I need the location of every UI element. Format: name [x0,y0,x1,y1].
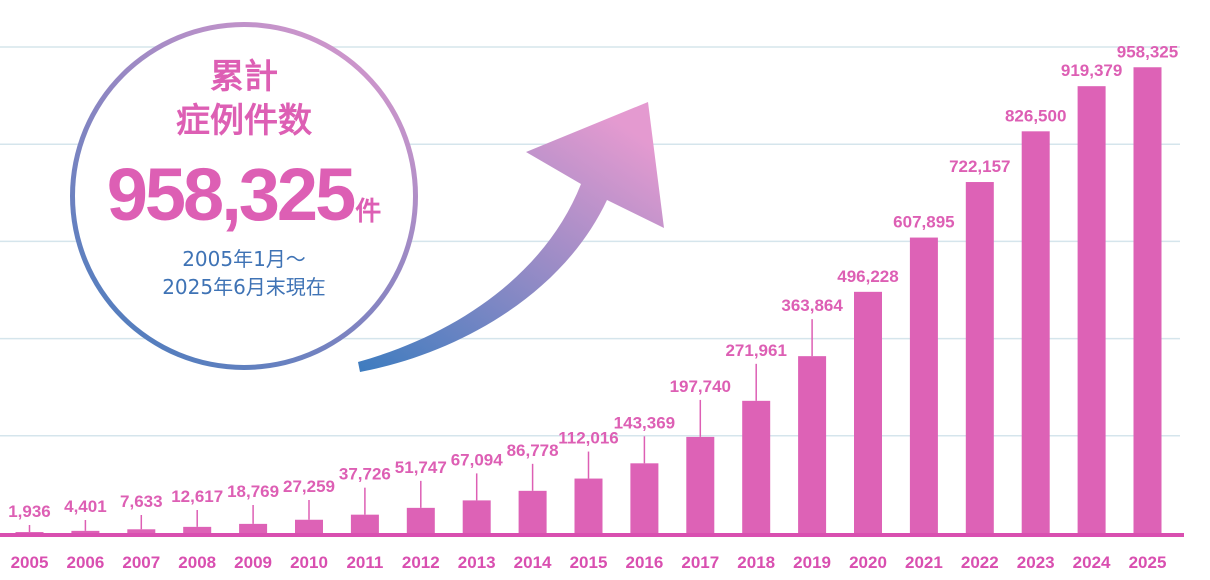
badge-title-line1: 累計 [210,57,278,97]
bar-2016 [630,463,659,533]
bar-2014 [518,490,547,533]
tick-2019: 2019 [793,553,831,572]
value-label-2013: 67,094 [451,450,504,469]
badge-period-line2: 2025年6月末現在 [162,275,326,299]
badge-title-line2: 症例件数 [176,101,312,141]
value-label-2009: 18,769 [227,482,279,501]
value-label-2011: 37,726 [339,465,391,484]
badge-total: 958,325件 [75,155,413,256]
tick-2017: 2017 [681,553,719,572]
tick-2010: 2010 [290,553,328,572]
tick-2006: 2006 [66,553,104,572]
bar-2021 [909,237,938,533]
tick-2009: 2009 [234,553,272,572]
bar-2012 [406,507,435,533]
bar-2023 [1021,131,1050,534]
bar-2015 [574,478,603,533]
badge-period-line1: 2005年1月～ [182,247,306,271]
bar-2006 [71,530,100,533]
value-label-2005: 1,936 [8,502,51,521]
bar-2022 [965,182,994,534]
bar-2024 [1077,86,1106,533]
bar-2005 [15,532,44,533]
bar-2013 [462,500,491,533]
tick-2025: 2025 [1129,553,1167,572]
x-axis-tick-labels: 2005 2006 2007 2008 2009 2010 2011 2012 2013 2014… [11,553,1167,572]
tick-2014: 2014 [514,553,552,572]
bar-2017 [686,436,715,533]
tick-2020: 2020 [849,553,887,572]
tick-2008: 2008 [178,553,216,572]
bar-2009 [239,523,268,533]
tick-2016: 2016 [625,553,663,572]
tick-2023: 2023 [1017,553,1055,572]
badge-total-value: 958,325 [106,153,356,236]
growth-arrow-icon [358,102,664,372]
tick-2015: 2015 [570,553,608,572]
bar-2025 [1133,67,1162,533]
value-label-2023: 826,500 [1005,106,1066,125]
value-label-2014: 86,778 [507,441,559,460]
badge-period: 2005年1月～ 2025年6月末現在 [75,245,413,301]
bar-2008 [183,526,212,533]
value-label-2015: 112,016 [558,429,619,448]
value-label-2018: 271,961 [725,341,786,360]
bar-2018 [742,400,771,533]
value-label-2021: 607,895 [893,213,954,232]
bar-2020 [854,291,882,533]
bar-2011 [350,514,379,533]
value-label-2012: 51,747 [395,458,447,477]
badge-title: 累計 症例件数 [75,55,413,143]
value-label-2017: 197,740 [670,377,731,396]
tick-2022: 2022 [961,553,999,572]
value-label-2007: 7,633 [120,492,163,511]
value-label-2025: 958,325 [1117,42,1178,61]
value-label-2020: 496,228 [837,267,898,286]
value-label-2019: 363,864 [781,296,843,315]
tick-2013: 2013 [458,553,496,572]
label-leader-lines [28,319,813,533]
tick-2012: 2012 [402,553,440,572]
tick-2007: 2007 [122,553,160,572]
value-label-2016: 143,369 [614,413,675,432]
bar-2010 [295,519,323,533]
value-label-2010: 27,259 [283,477,335,496]
cumulative-total-badge: 累計 症例件数 958,325件 2005年1月～ 2025年6月末現在 [70,22,418,370]
tick-2018: 2018 [737,553,775,572]
value-label-2022: 722,157 [949,157,1010,176]
value-label-2008: 12,617 [171,487,223,506]
bar-2007 [127,529,156,533]
badge-total-unit: 件 [355,197,382,227]
tick-2021: 2021 [905,553,943,572]
bars [15,67,1162,534]
tick-2024: 2024 [1073,553,1111,572]
tick-2011: 2011 [346,553,383,572]
value-label-2006: 4,401 [64,497,107,516]
tick-2005: 2005 [11,553,49,572]
value-label-2024: 919,379 [1061,61,1122,80]
bar-2019 [798,356,827,533]
